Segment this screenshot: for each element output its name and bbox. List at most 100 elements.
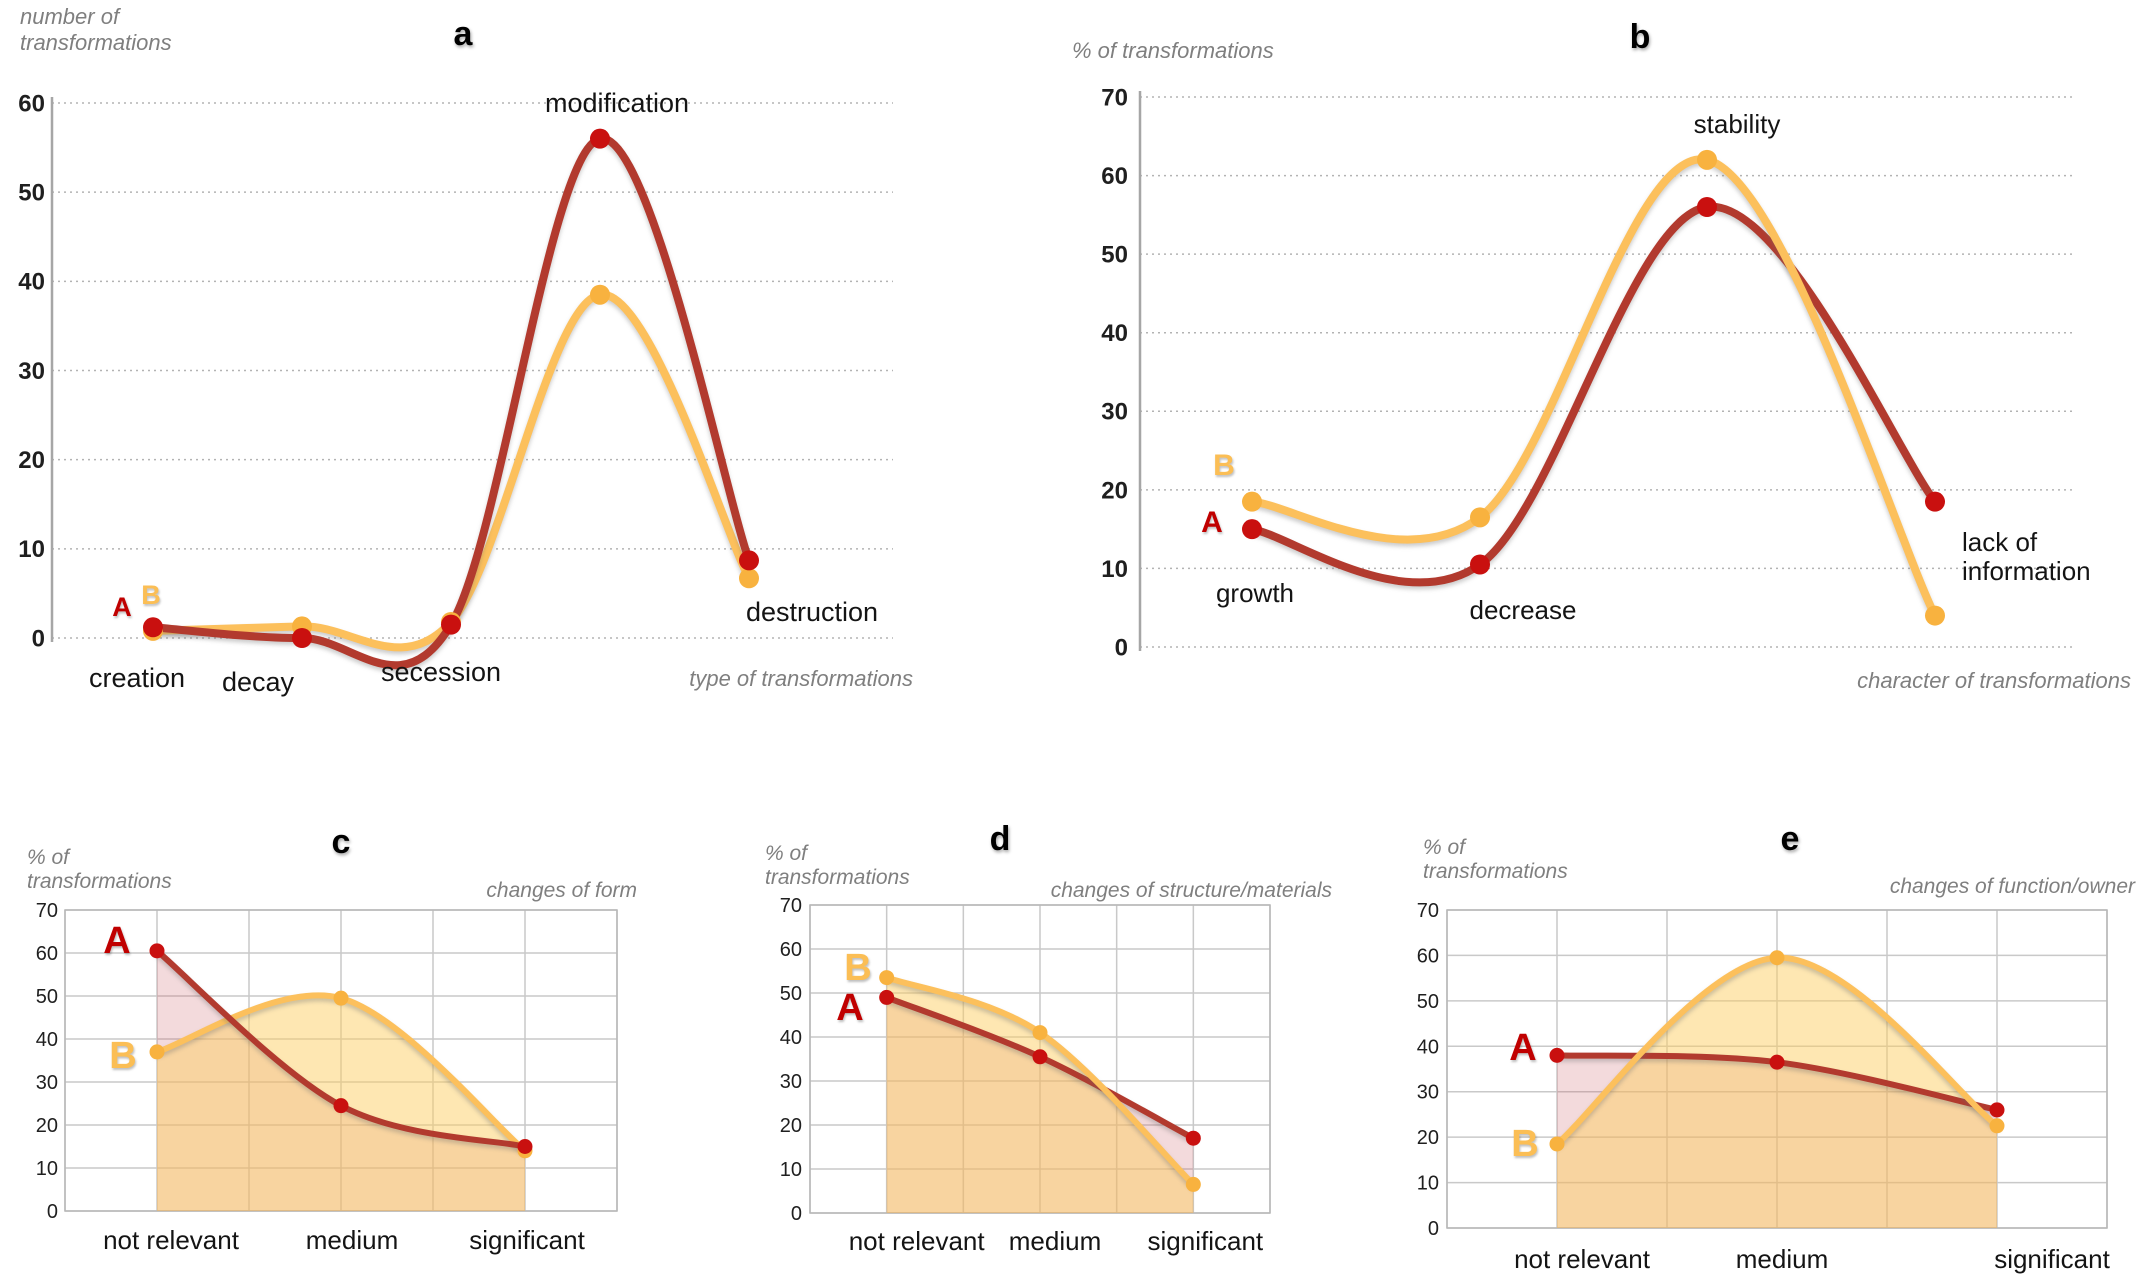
y-tick-label: 30 bbox=[1101, 399, 1128, 426]
series-b-letter-label: B bbox=[1511, 1123, 1538, 1165]
y-tick-label: 40 bbox=[1101, 320, 1128, 347]
y-tick-label: 20 bbox=[1101, 477, 1128, 504]
series-a-marker bbox=[292, 628, 312, 648]
category-label: significant bbox=[1148, 1226, 1264, 1256]
gridlines bbox=[52, 102, 893, 639]
series-a-marker bbox=[1925, 491, 1945, 512]
y-axis-title: % of transformations bbox=[1072, 38, 1274, 63]
y-tick-label: 70 bbox=[780, 895, 802, 917]
y-axis-title: transformations bbox=[20, 30, 172, 55]
x-axis-title: character of transformations bbox=[1857, 668, 2131, 693]
chart-title: b bbox=[1630, 18, 1651, 56]
series-a-area bbox=[157, 950, 525, 1211]
y-tick-label: 60 bbox=[1417, 945, 1439, 967]
y-tick-label: 30 bbox=[1417, 1082, 1439, 1104]
category-label: creation bbox=[89, 663, 185, 693]
category-label: medium bbox=[1736, 1244, 1828, 1274]
chart-title: c bbox=[332, 823, 351, 861]
series-a-letter-label: A bbox=[112, 592, 132, 622]
series-b-letter-label: B bbox=[844, 947, 871, 989]
gridlines bbox=[1446, 909, 2108, 1229]
series-a-letter-label: A bbox=[836, 987, 863, 1029]
category-label: secession bbox=[381, 657, 501, 687]
series-b-marker bbox=[1185, 1176, 1201, 1192]
series-a-marker bbox=[1032, 1049, 1048, 1065]
category-label: destruction bbox=[746, 597, 878, 627]
category-label: stability bbox=[1694, 109, 1781, 139]
category-label: not relevant bbox=[103, 1225, 240, 1255]
y-tick-label: 20 bbox=[36, 1115, 58, 1137]
series-b-marker bbox=[1242, 491, 1262, 512]
y-tick-label: 60 bbox=[1101, 163, 1128, 190]
series-b-letter-label: B bbox=[1213, 449, 1235, 482]
y-tick-label: 70 bbox=[1417, 900, 1439, 922]
y-tick-label: 50 bbox=[1101, 242, 1128, 269]
series-b-area bbox=[1557, 957, 1997, 1228]
series-b-marker bbox=[1549, 1136, 1565, 1152]
series-b-line bbox=[149, 290, 753, 652]
series-a-area bbox=[1557, 1055, 1997, 1228]
series-a-marker bbox=[1185, 1130, 1201, 1146]
y-tick-label: 20 bbox=[18, 447, 45, 474]
corner-title: changes of structure/materials bbox=[1051, 879, 1333, 902]
y-tick-label: 20 bbox=[780, 1115, 802, 1137]
y-tick-label: 0 bbox=[1115, 634, 1128, 661]
y-tick-label: 10 bbox=[18, 536, 45, 563]
category-label: medium bbox=[306, 1225, 398, 1255]
y-tick-label: 0 bbox=[47, 1201, 58, 1223]
y-tick-label: 0 bbox=[32, 625, 45, 652]
series-b-marker bbox=[879, 970, 895, 986]
series-a-marker bbox=[1989, 1102, 2005, 1118]
series-b-line bbox=[1248, 155, 1939, 620]
series-b-marker bbox=[1769, 950, 1785, 966]
gridlines bbox=[1140, 96, 2073, 648]
category-label: significant bbox=[1994, 1244, 2110, 1274]
series-a-marker bbox=[1549, 1047, 1565, 1063]
series-a-letter-label: A bbox=[103, 920, 130, 962]
series-a-line bbox=[1248, 202, 1939, 587]
y-tick-label: 60 bbox=[18, 90, 45, 117]
series-b-marker bbox=[149, 1044, 165, 1060]
y-tick-label: 10 bbox=[1101, 556, 1128, 583]
series-a-marker bbox=[441, 614, 461, 635]
series-b-area bbox=[886, 977, 1194, 1213]
y-tick-label: 30 bbox=[18, 358, 45, 385]
y-tick-label: 20 bbox=[1417, 1127, 1439, 1149]
series-b-marker bbox=[1925, 605, 1945, 626]
series-b-marker bbox=[590, 284, 610, 305]
series-a-marker bbox=[333, 1098, 349, 1114]
series-b-letter-label: B bbox=[141, 580, 161, 610]
y-tick-label: 60 bbox=[780, 939, 802, 961]
category-label: growth bbox=[1216, 578, 1294, 608]
series-b-marker bbox=[1697, 149, 1717, 170]
category-label: decay bbox=[222, 667, 295, 697]
y-axis-title: number of bbox=[20, 4, 122, 29]
y-tick-label: 40 bbox=[780, 1027, 802, 1049]
series-b-marker bbox=[1032, 1025, 1048, 1041]
y-axis-title: transformations bbox=[765, 866, 910, 889]
x-axis-title: type of transformations bbox=[689, 666, 913, 691]
y-axis-title: % of bbox=[1423, 836, 1467, 859]
y-tick-label: 10 bbox=[780, 1159, 802, 1181]
category-label: modification bbox=[545, 88, 689, 118]
plot-border bbox=[1446, 909, 2108, 1229]
category-label: medium bbox=[1009, 1226, 1101, 1256]
series-a-marker bbox=[590, 128, 610, 149]
y-tick-label: 50 bbox=[18, 180, 45, 207]
series-a-marker bbox=[1242, 519, 1262, 540]
plot-border bbox=[64, 909, 618, 1212]
y-tick-label: 50 bbox=[1417, 991, 1439, 1013]
category-label: not relevant bbox=[1514, 1244, 1651, 1274]
y-tick-label: 10 bbox=[1417, 1173, 1439, 1195]
y-axis-title: % of bbox=[27, 846, 71, 869]
series-a-marker bbox=[879, 989, 895, 1005]
chart-b: 0 10 20 30 40 50 60 70 % of transformations chara… bbox=[1072, 18, 2131, 693]
category-label: lack of information bbox=[1962, 527, 2091, 586]
y-tick-label: 60 bbox=[36, 943, 58, 965]
series-b-marker bbox=[333, 990, 349, 1006]
